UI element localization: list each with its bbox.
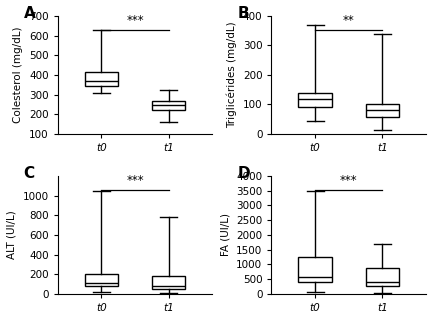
Text: A: A bbox=[24, 6, 36, 21]
Text: ***: *** bbox=[126, 13, 144, 27]
PathPatch shape bbox=[365, 105, 399, 117]
Y-axis label: FA (UI/L): FA (UI/L) bbox=[220, 213, 231, 256]
PathPatch shape bbox=[84, 72, 118, 86]
Y-axis label: Triglicérides (mg/dL): Triglicérides (mg/dL) bbox=[227, 22, 237, 128]
Text: **: ** bbox=[343, 13, 355, 27]
PathPatch shape bbox=[152, 100, 185, 110]
PathPatch shape bbox=[298, 93, 332, 108]
PathPatch shape bbox=[298, 257, 332, 282]
Text: C: C bbox=[24, 166, 35, 181]
Y-axis label: Colesterol (mg/dL): Colesterol (mg/dL) bbox=[13, 27, 23, 123]
Text: ***: *** bbox=[340, 173, 358, 187]
PathPatch shape bbox=[152, 276, 185, 289]
PathPatch shape bbox=[365, 268, 399, 286]
Text: D: D bbox=[237, 166, 250, 181]
Y-axis label: ALT (UI/L): ALT (UI/L) bbox=[7, 211, 17, 259]
Text: ***: *** bbox=[126, 173, 144, 187]
PathPatch shape bbox=[84, 274, 118, 286]
Text: B: B bbox=[237, 6, 249, 21]
